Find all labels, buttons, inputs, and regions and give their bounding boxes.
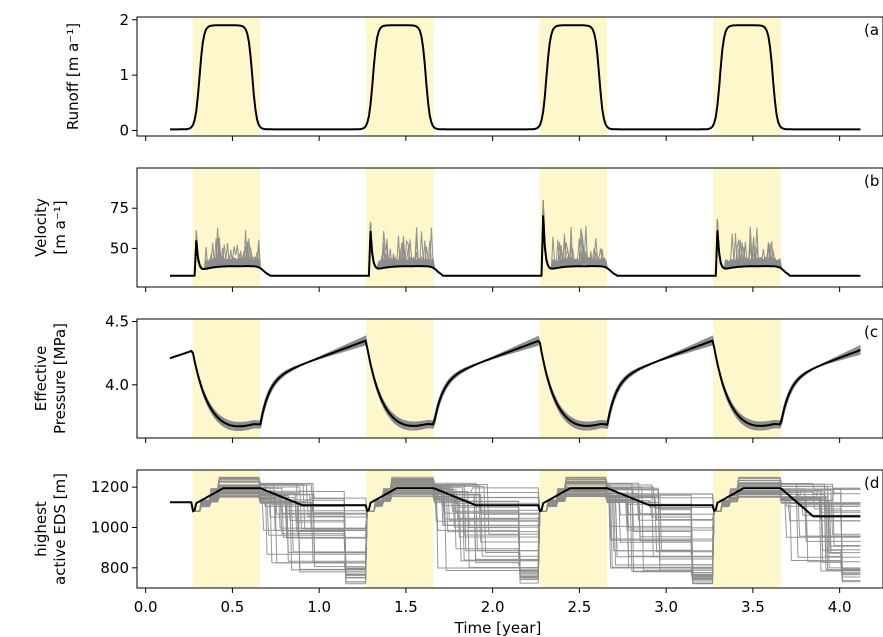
ensemble-line — [169, 335, 861, 431]
x-tick-label: 3.0 — [654, 598, 678, 616]
ensemble-line — [170, 477, 861, 578]
season-band-3 — [539, 168, 608, 287]
ensemble-lines-d — [170, 476, 861, 585]
y-tick-label: 50 — [110, 239, 129, 257]
x-tick-label: 0.5 — [220, 598, 244, 616]
ensemble-line — [170, 483, 861, 575]
mean-line-d — [170, 487, 861, 518]
ensemble-line — [169, 341, 861, 423]
ensemble-line — [170, 486, 861, 583]
x-tick-label: 1.0 — [307, 598, 331, 616]
x-tick-label: 1.5 — [394, 598, 418, 616]
ensemble-line — [170, 478, 861, 563]
plot-area-d — [170, 470, 861, 588]
plot-area-a — [170, 17, 861, 136]
panel-d: 800 1000 1200 0.0 0.5 1.0 1.5 2.0 2.5 3.0 3.5 4.0 (d… — [32, 469, 883, 616]
y-axis-title-b: Velocity — [32, 198, 50, 257]
x-tick-label: 2.0 — [481, 598, 505, 616]
mean-line-a — [170, 24, 861, 131]
axes-frame-c — [136, 318, 883, 439]
y-axis-title-c: Effective — [32, 346, 50, 411]
y-tick-label: 4.0 — [105, 376, 129, 394]
y-tick-label: 1200 — [91, 478, 129, 496]
x-tick-label: 0.0 — [134, 598, 158, 616]
panel-tag-d: (d — [864, 474, 879, 492]
x-tick-label: 2.5 — [567, 598, 591, 616]
y-axis-title-a: Runoff [m a⁻¹] — [64, 23, 82, 130]
ensemble-line — [170, 478, 861, 585]
plot-area-b — [170, 168, 861, 287]
y-tick-label: 800 — [100, 559, 129, 577]
ensemble-line — [170, 478, 861, 557]
y-axis-title-c: Pressure [MPa] — [51, 323, 69, 434]
season-band-4 — [712, 168, 781, 287]
y-tick-label: 4.5 — [105, 313, 129, 331]
y-tick-label: 0 — [119, 121, 129, 139]
panel-tag-b: (b — [864, 172, 879, 190]
panels-group: 0 1 2 (a Runoff [m a⁻¹] 50 75 (b Velocity [m a⁻¹]… — [32, 11, 883, 616]
panel-a: 0 1 2 (a Runoff [m a⁻¹] — [64, 11, 883, 141]
y-axis-title-d: highest — [32, 501, 50, 557]
season-band-1 — [192, 319, 261, 438]
season-band-1 — [192, 17, 261, 136]
axes-frame-b — [136, 167, 883, 288]
mean-line-b — [170, 215, 861, 277]
season-band-2 — [366, 17, 434, 136]
axes-frame-a — [136, 16, 883, 137]
season-band-3 — [539, 17, 608, 136]
panel-tag-c: (c — [864, 323, 878, 341]
x-tick-label: 4.0 — [828, 598, 852, 616]
y-tick-label: 2 — [119, 11, 129, 29]
y-tick-label: 1 — [119, 66, 129, 84]
panel-tag-a: (a — [864, 21, 879, 39]
mean-line-c — [169, 339, 861, 428]
y-tick-label: 1000 — [91, 518, 129, 536]
season-band-4 — [712, 17, 781, 136]
season-band-4 — [712, 470, 781, 588]
ensemble-line — [170, 481, 861, 578]
y-axis-title-d: active EDS [m] — [51, 473, 69, 585]
y-tick-label: 75 — [110, 199, 129, 217]
ensemble-line — [170, 477, 861, 574]
x-axis-title: Time [year] — [454, 619, 542, 637]
season-band-2 — [366, 168, 434, 287]
x-tick-label: 3.5 — [741, 598, 765, 616]
ensemble-line — [170, 480, 861, 578]
season-band-2 — [366, 470, 434, 588]
plot-area-c — [169, 319, 861, 438]
y-axis-title-b: [m a⁻¹] — [51, 200, 69, 254]
panel-c: 4.0 4.5 (c Effective Pressure [MPa] — [32, 313, 883, 443]
panel-b: 50 75 (b Velocity [m a⁻¹] — [32, 167, 883, 292]
axes-frame-d — [136, 469, 883, 589]
